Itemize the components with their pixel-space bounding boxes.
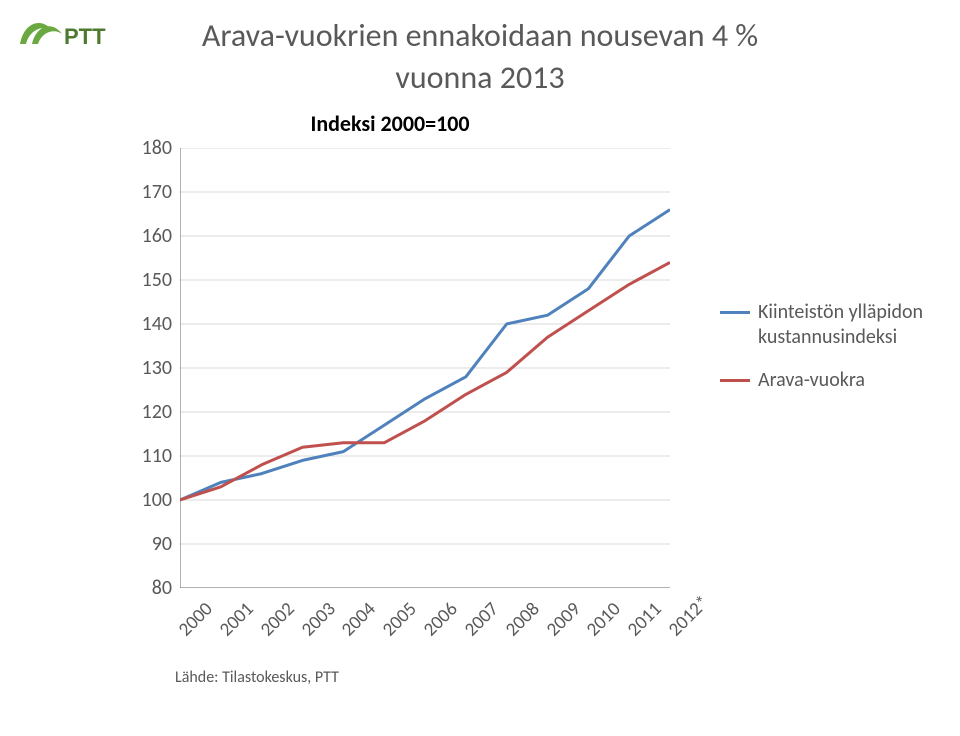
legend-item: Kiinteistön ylläpidon kustannusindeksi bbox=[720, 300, 950, 350]
x-tick-label: 2003 bbox=[297, 598, 341, 642]
x-tick-label: 2006 bbox=[419, 598, 463, 642]
y-tick-label: 120 bbox=[130, 400, 172, 424]
x-tick-label: 2009 bbox=[542, 598, 586, 642]
x-tick-label: 2002 bbox=[256, 598, 300, 642]
x-tick-label: 2007 bbox=[460, 598, 504, 642]
x-tick-label: 2011 bbox=[623, 598, 667, 642]
x-tick-label: 2012* bbox=[664, 591, 714, 641]
x-tick-label: 2000 bbox=[174, 598, 218, 642]
x-tick-label: 2008 bbox=[501, 598, 545, 642]
y-tick-label: 80 bbox=[130, 576, 172, 600]
y-tick-label: 130 bbox=[130, 356, 172, 380]
chart-title-line2: vuonna 2013 bbox=[0, 58, 960, 97]
x-tick-label: 2001 bbox=[215, 598, 259, 642]
y-tick-label: 90 bbox=[130, 532, 172, 556]
chart-svg bbox=[180, 148, 670, 588]
legend-swatch bbox=[720, 311, 750, 314]
legend-swatch bbox=[720, 379, 750, 382]
series-line bbox=[180, 262, 670, 500]
x-tick-label: 2005 bbox=[378, 598, 422, 642]
y-tick-label: 150 bbox=[130, 268, 172, 292]
y-tick-label: 140 bbox=[130, 312, 172, 336]
chart-title-line1: Arava-vuokrien ennakoidaan nousevan 4 % bbox=[0, 16, 960, 55]
y-tick-label: 110 bbox=[130, 444, 172, 468]
x-tick-label: 2010 bbox=[582, 598, 626, 642]
y-tick-label: 160 bbox=[130, 224, 172, 248]
y-axis-labels: 8090100110120130140150160170180 bbox=[130, 148, 172, 588]
y-tick-label: 100 bbox=[130, 488, 172, 512]
x-tick-label: 2004 bbox=[337, 598, 381, 642]
y-tick-label: 180 bbox=[130, 136, 172, 160]
y-tick-label: 170 bbox=[130, 180, 172, 204]
legend-label: Arava-vuokra bbox=[758, 368, 950, 393]
index-label: Indeksi 2000=100 bbox=[110, 110, 670, 137]
legend: Kiinteistön ylläpidon kustannusindeksi Ar… bbox=[720, 300, 950, 411]
chart-plot-area bbox=[180, 148, 670, 588]
source-text: Lähde: Tilastokeskus, PTT bbox=[175, 668, 339, 687]
legend-item: Arava-vuokra bbox=[720, 368, 950, 393]
legend-label: Kiinteistön ylläpidon kustannusindeksi bbox=[758, 300, 950, 350]
x-axis-labels: 2000200120022003200420052006200720082009… bbox=[180, 595, 700, 655]
